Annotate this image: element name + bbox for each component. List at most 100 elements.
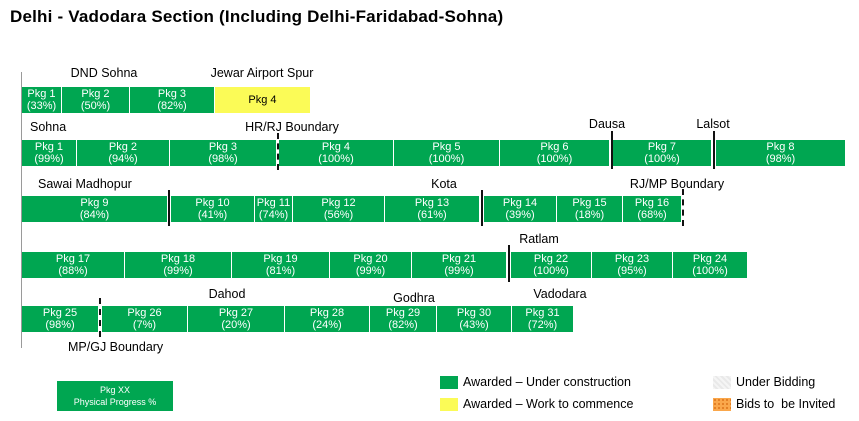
package-name: Pkg 2	[108, 140, 138, 153]
package-progress: (20%)	[221, 319, 251, 331]
location-label: HR/RJ Boundary	[245, 120, 339, 134]
package-name: Pkg 11	[256, 196, 291, 209]
package-bar: Pkg 10 (41%)	[171, 196, 254, 222]
package-name: Pkg 31	[525, 306, 560, 319]
package-progress: (100%)	[644, 153, 680, 165]
package-progress: (39%)	[505, 209, 535, 221]
package-name: Pkg 18	[160, 252, 196, 265]
location-label: Ratlam	[519, 232, 559, 246]
package-bar: Pkg 14 (39%)	[484, 196, 556, 222]
package-progress: (24%)	[312, 319, 342, 331]
package-name: Pkg 21	[441, 252, 477, 265]
package-progress: (98%)	[208, 153, 238, 165]
package-name: Pkg 19	[263, 252, 298, 265]
package-name: Pkg 26	[127, 306, 162, 319]
package-name: Pkg 13	[414, 196, 450, 209]
package-progress: (82%)	[157, 100, 187, 112]
package-progress: (100%)	[428, 153, 465, 165]
package-bar: Pkg 23 (95%)	[592, 252, 672, 278]
package-progress: (82%)	[388, 319, 418, 331]
package-bar: Pkg 27 (20%)	[188, 306, 284, 332]
package-name: Pkg 1	[27, 87, 56, 100]
location-label: DND Sohna	[70, 66, 138, 80]
legend-key-line2: Physical Progress %	[73, 397, 157, 407]
package-name: Pkg 4	[321, 140, 351, 153]
location-label: Sawai Madhopur	[38, 177, 132, 191]
package-progress: (43%)	[459, 319, 489, 331]
package-bar: Pkg 29 (82%)	[370, 306, 436, 332]
green-swatch-icon	[440, 375, 458, 389]
location-label: Jewar Airport Spur	[210, 66, 314, 80]
package-name: Pkg 2	[81, 87, 110, 100]
package-progress: (88%)	[58, 265, 88, 277]
package-name: Pkg 5	[432, 140, 461, 153]
legend-item-bids-invited: Bids to be Invited	[713, 397, 835, 411]
location-label: Lalsot	[696, 117, 730, 131]
package-bar: Pkg 4	[215, 87, 310, 113]
package-name: Pkg 29	[385, 306, 421, 319]
package-progress: (18%)	[574, 209, 605, 221]
package-name: Pkg 23	[614, 252, 650, 265]
package-bar: Pkg 3 (98%)	[170, 140, 276, 166]
package-name: Pkg 8	[766, 140, 795, 153]
package-progress: (68%)	[637, 209, 667, 221]
package-bar: Pkg 13 (61%)	[385, 196, 479, 222]
package-progress: (100%)	[533, 265, 569, 277]
package-progress: (99%)	[163, 265, 193, 277]
package-progress: (95%)	[617, 265, 647, 277]
package-bar: Pkg 1 (99%)	[22, 140, 76, 166]
boundary-divider-solid	[611, 131, 613, 169]
package-bar: Pkg 12 (56%)	[293, 196, 384, 222]
legend-label: Awarded – Under construction	[463, 375, 631, 389]
legend-label: Bids to be Invited	[736, 397, 836, 411]
package-progress: (100%)	[318, 153, 354, 165]
package-progress: (100%)	[536, 153, 573, 165]
package-progress: (50%)	[80, 100, 111, 112]
location-label: Dausa	[588, 117, 626, 131]
package-name: Pkg 3	[208, 140, 238, 153]
package-name: Pkg 15	[572, 196, 607, 209]
package-progress: (74%)	[258, 209, 289, 221]
legend-key-box: Pkg XX Physical Progress %	[57, 381, 173, 411]
package-bar: Pkg 26 (7%)	[102, 306, 187, 332]
package-bar: Pkg 21 (99%)	[412, 252, 506, 278]
package-progress: (99%)	[444, 265, 474, 277]
package-bar: Pkg 6 (100%)	[500, 140, 609, 166]
boundary-divider-solid	[168, 190, 170, 226]
orange-swatch-icon	[713, 397, 731, 411]
package-name: Pkg 9	[80, 196, 109, 209]
package-progress: (94%)	[108, 153, 138, 165]
yellow-swatch-icon	[440, 397, 458, 411]
package-progress: (81%)	[265, 265, 296, 277]
boundary-divider-dashed	[682, 189, 684, 226]
package-name: Pkg 7	[647, 140, 677, 153]
package-progress: (72%)	[527, 319, 558, 331]
package-name: Pkg 24	[692, 252, 728, 265]
package-bar: Pkg 16 (68%)	[623, 196, 681, 222]
package-bar: Pkg 15 (18%)	[557, 196, 622, 222]
package-bar: Pkg 20 (99%)	[330, 252, 411, 278]
package-progress: (7%)	[132, 319, 157, 331]
package-progress: (56%)	[323, 209, 354, 221]
package-name: Pkg 16	[634, 196, 670, 209]
package-bar: Pkg 7 (100%)	[613, 140, 711, 166]
package-progress: (41%)	[197, 209, 228, 221]
package-bar: Pkg 5 (100%)	[394, 140, 499, 166]
legend-key-line1: Pkg XX	[99, 385, 130, 395]
location-label: MP/GJ Boundary	[68, 340, 164, 354]
package-bar: Pkg 3 (82%)	[130, 87, 214, 113]
legend-item-under-bidding: Under Bidding	[713, 375, 815, 389]
package-bar: Pkg 4 (100%)	[279, 140, 393, 166]
package-progress: (98%)	[45, 319, 75, 331]
package-progress: (33%)	[26, 100, 57, 112]
package-name: Pkg 25	[42, 306, 78, 319]
location-label: Kota	[431, 177, 457, 191]
package-name: Pkg 27	[218, 306, 254, 319]
package-name: Pkg 6	[540, 140, 569, 153]
legend-label: Under Bidding	[736, 375, 816, 389]
package-bar: Pkg 8 (98%)	[716, 140, 845, 166]
location-label: Godhra	[393, 291, 435, 305]
package-name: Pkg 14	[502, 196, 538, 209]
package-bar: Pkg 11 (74%)	[255, 196, 292, 222]
